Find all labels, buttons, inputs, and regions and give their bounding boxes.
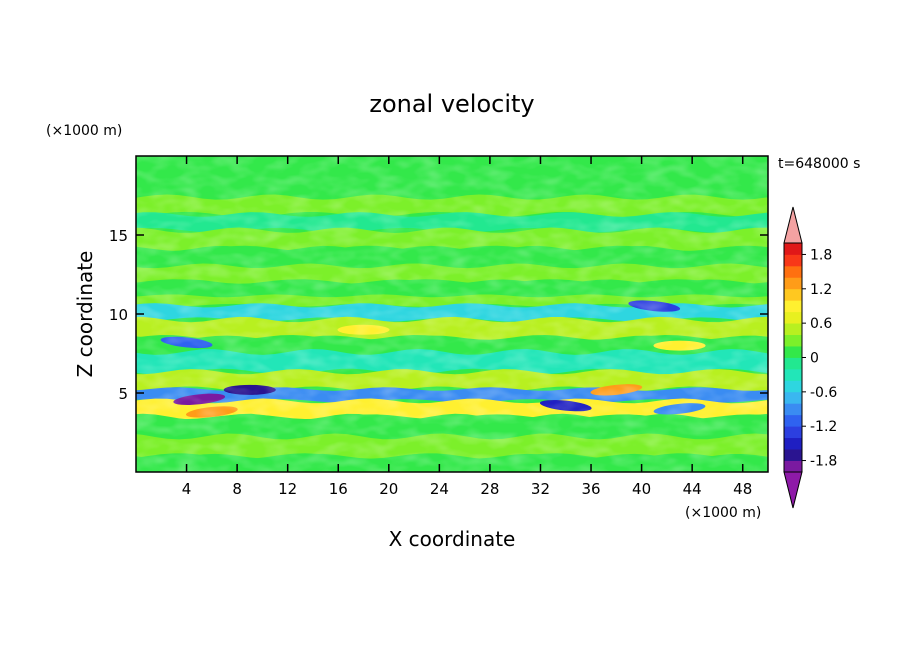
y-unit-label: (×1000 m) (46, 123, 122, 139)
x-tick-label: 8 (232, 480, 242, 498)
chart-title: zonal velocity (369, 90, 534, 118)
colorbar-swatch (784, 334, 802, 347)
colorbar-swatch (784, 426, 802, 439)
colorbar-swatch (784, 368, 802, 381)
x-tick-label: 48 (733, 480, 752, 498)
colorbar-swatch (784, 288, 802, 301)
colorbar-swatch (784, 277, 802, 290)
colorbar-swatch (784, 437, 802, 450)
colorbar-tick-label: -1.2 (810, 419, 837, 435)
x-tick-label: 12 (278, 480, 297, 498)
time-label: t=648000 s (778, 156, 860, 172)
x-tick-label: 20 (379, 480, 398, 498)
colorbar-swatch (784, 391, 802, 404)
colorbar-swatch (784, 414, 802, 427)
y-axis: 5 10 15 (109, 227, 768, 403)
colorbar-swatch (784, 254, 802, 267)
colorbar-tick-label: -1.8 (810, 454, 837, 470)
colorbar-tick-label: 0 (810, 351, 819, 367)
x-tick-label: 28 (480, 480, 499, 498)
colorbar-swatch (784, 243, 802, 255)
x-tick-label: 32 (531, 480, 550, 498)
x-tick-label: 36 (581, 480, 600, 498)
y-tick-label: 5 (118, 385, 128, 403)
colorbar-swatch (784, 403, 802, 416)
y-axis-label: Z coordinate (73, 251, 97, 378)
x-tick-label: 40 (632, 480, 651, 498)
colorbar-over-arrow (783, 206, 803, 244)
colorbar-tick-label: 1.2 (810, 282, 832, 298)
x-tick-label: 24 (430, 480, 449, 498)
colorbar-swatch (784, 357, 802, 370)
x-unit-label: (×1000 m) (685, 505, 761, 521)
y-tick-label: 15 (109, 227, 128, 245)
colorbar-swatch (784, 323, 802, 335)
colorbar: 1.8 1.2 0.6 0 -0.6 -1.2 -1.8 (783, 206, 837, 509)
x-tick-label: 44 (683, 480, 702, 498)
colorbar-swatch (784, 449, 802, 461)
x-tick-label: 4 (182, 480, 192, 498)
colorbar-tick-label: 1.8 (810, 247, 832, 263)
colorbar-swatch (784, 380, 802, 393)
colorbar-under-arrow (783, 471, 803, 509)
x-axis: 4 8 12 16 20 24 28 32 36 40 44 48 (182, 156, 752, 498)
colorbar-tick-label: 0.6 (810, 316, 832, 332)
x-tick-label: 16 (329, 480, 348, 498)
colorbar-swatch (784, 265, 802, 278)
colorbar-swatch (784, 460, 802, 473)
colorbar-swatch (784, 311, 802, 324)
field-texture (136, 156, 768, 472)
y-tick-label: 10 (109, 306, 128, 324)
colorbar-swatch (784, 346, 802, 358)
x-axis-label: X coordinate (389, 527, 516, 551)
colorbar-swatch (784, 300, 802, 313)
colorbar-tick-label: -0.6 (810, 385, 837, 401)
